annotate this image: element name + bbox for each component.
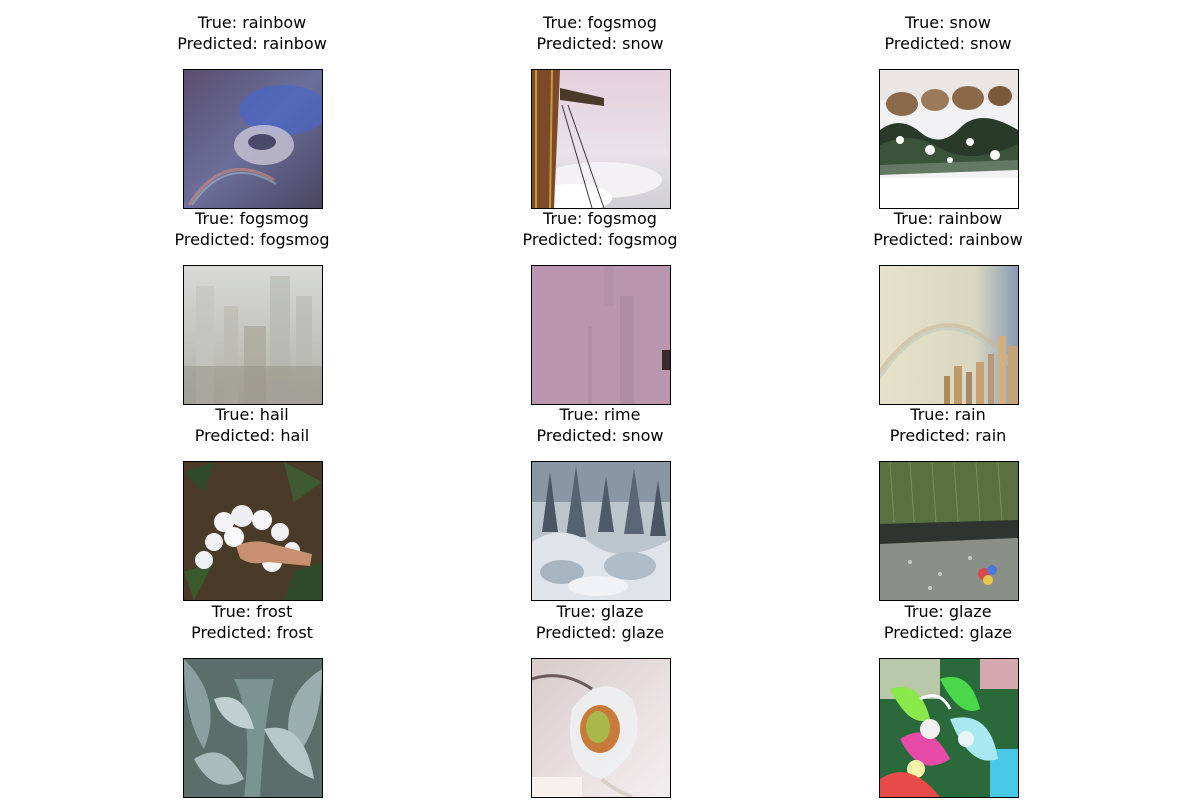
predicted-label: Predicted: rain — [889, 426, 1007, 445]
true-label: True: snow — [905, 13, 991, 32]
panel-5: True: fogsmog Predicted: fogsmog — [450, 208, 750, 405]
panel-title: True: fogsmog Predicted: fogsmog — [450, 208, 750, 250]
panel-title: True: rainbow Predicted: rainbow — [102, 12, 402, 54]
predicted-label: Predicted: rainbow — [177, 34, 327, 53]
panel-title: True: glaze Predicted: glaze — [450, 601, 750, 643]
panel-9: True: rain Predicted: rain — [798, 404, 1098, 601]
panel-4: True: fogsmog Predicted: fogsmog — [102, 208, 402, 405]
thumbnail-rime-covered-forest — [531, 461, 671, 601]
panel-7: True: hail Predicted: hail — [102, 404, 402, 601]
true-label: True: hail — [215, 405, 289, 424]
predicted-label: Predicted: rainbow — [873, 230, 1023, 249]
true-label: True: rain — [910, 405, 986, 424]
panel-title: True: rime Predicted: snow — [450, 404, 750, 446]
predicted-label: Predicted: snow — [536, 426, 664, 445]
thumbnail-rainbow-over-skyscrapers — [879, 265, 1019, 405]
predicted-label: Predicted: glaze — [883, 623, 1013, 642]
thumbnail-purple-haze-tower-silhouette — [531, 265, 671, 405]
thumbnail-ice-glazed-colorful-plant — [879, 658, 1019, 798]
thumbnail-frosted-leafy-plant — [183, 658, 323, 798]
panel-title: True: snow Predicted: snow — [798, 12, 1098, 54]
true-label: True: rime — [559, 405, 641, 424]
thumbnail-sheep-on-snowy-field — [879, 69, 1019, 209]
panel-10: True: frost Predicted: frost — [102, 601, 402, 798]
panel-title: True: rain Predicted: rain — [798, 404, 1098, 446]
panel-8: True: rime Predicted: snow — [450, 404, 750, 601]
true-label: True: rainbow — [197, 13, 307, 32]
predicted-label: Predicted: fogsmog — [522, 230, 678, 249]
panel-6: True: rainbow Predicted: rainbow — [798, 208, 1098, 405]
thumbnail-rainbow-storm-clouds — [183, 69, 323, 209]
thumbnail-smoggy-city-skyline — [183, 265, 323, 405]
panel-title: True: glaze Predicted: glaze — [798, 601, 1098, 643]
panel-12: True: glaze Predicted: glaze — [798, 601, 1098, 798]
true-label: True: glaze — [904, 602, 992, 621]
panel-title: True: frost Predicted: frost — [102, 601, 402, 643]
true-label: True: fogsmog — [543, 209, 657, 228]
true-label: True: frost — [211, 602, 293, 621]
true-label: True: rainbow — [893, 209, 1003, 228]
true-label: True: fogsmog — [543, 13, 657, 32]
predicted-label: Predicted: snow — [884, 34, 1012, 53]
predicted-label: Predicted: snow — [536, 34, 664, 53]
thumbnail-crane-tower-above-fog — [531, 69, 671, 209]
true-label: True: glaze — [556, 602, 644, 621]
thumbnail-hailstones-in-hand — [183, 461, 323, 601]
predicted-label: Predicted: frost — [191, 623, 313, 642]
panel-title: True: fogsmog Predicted: snow — [450, 12, 750, 54]
panel-11: True: glaze Predicted: glaze — [450, 601, 750, 798]
panel-title: True: hail Predicted: hail — [102, 404, 402, 446]
thumbnail-rain-on-grass-and-pavement — [879, 461, 1019, 601]
panel-title: True: rainbow Predicted: rainbow — [798, 208, 1098, 250]
predicted-label: Predicted: hail — [194, 426, 310, 445]
panel-3: True: snow Predicted: snow — [798, 12, 1098, 209]
predicted-label: Predicted: fogsmog — [174, 230, 330, 249]
thumbnail-ice-glazed-leaf — [531, 658, 671, 798]
panel-2: True: fogsmog Predicted: snow — [450, 12, 750, 209]
panel-title: True: fogsmog Predicted: fogsmog — [102, 208, 402, 250]
true-label: True: fogsmog — [195, 209, 309, 228]
panel-1: True: rainbow Predicted: rainbow — [102, 12, 402, 209]
predicted-label: Predicted: glaze — [535, 623, 665, 642]
